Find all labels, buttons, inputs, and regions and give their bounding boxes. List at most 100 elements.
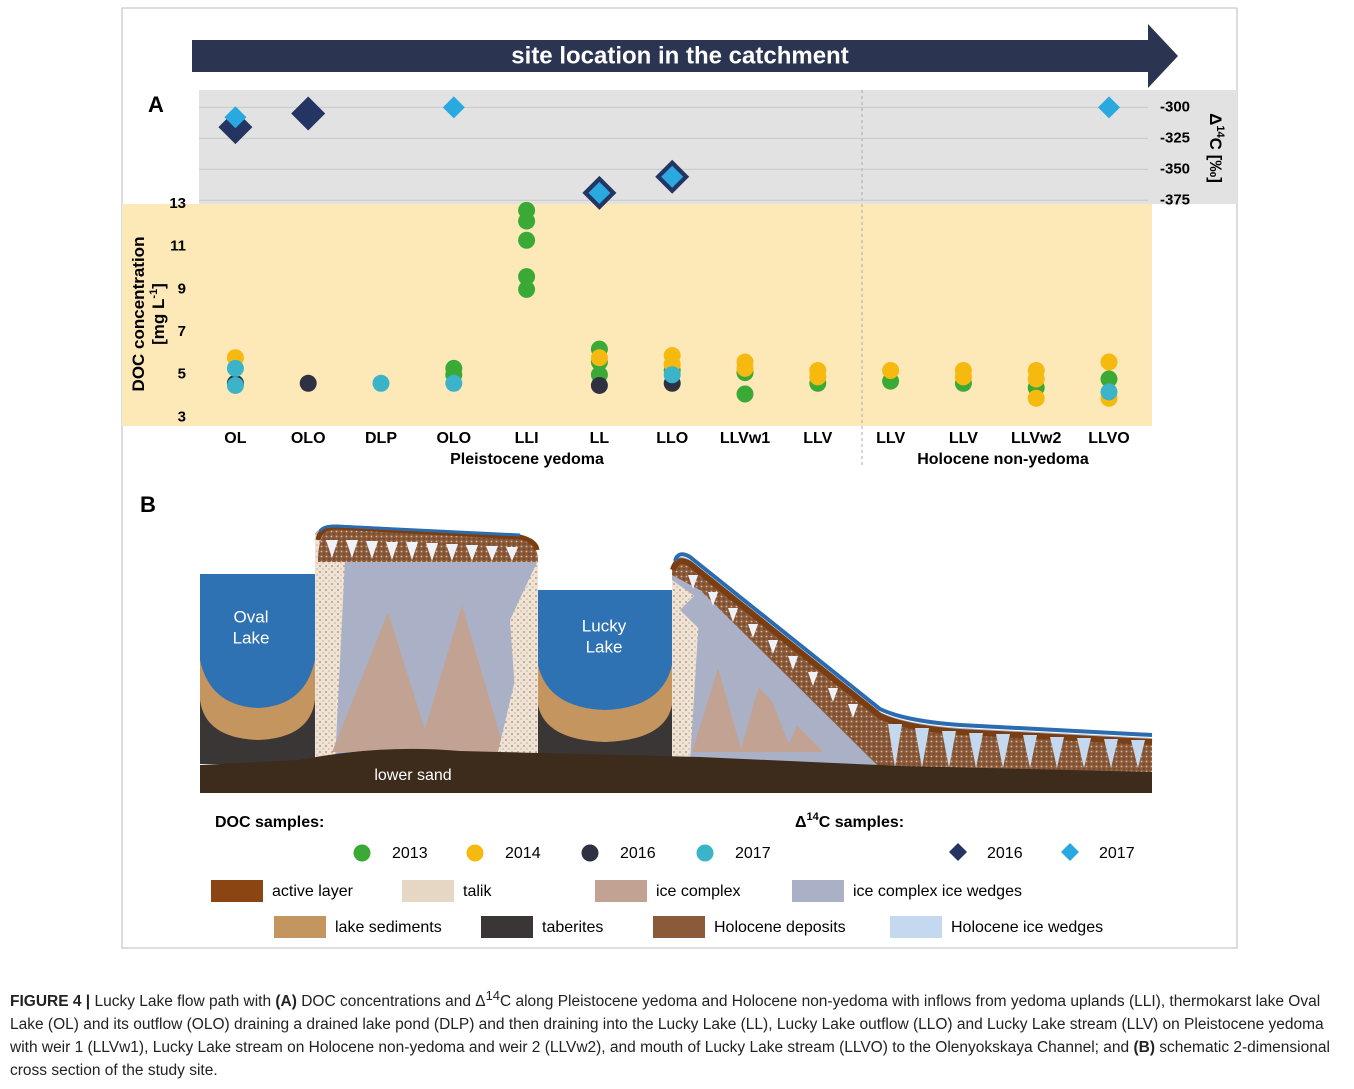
legend-swatch — [890, 916, 942, 938]
doc-point — [518, 212, 536, 230]
banner-text: site location in the catchment — [511, 42, 848, 69]
c14-point — [661, 165, 684, 188]
panel-label: A — [148, 92, 164, 117]
legend-swatch — [402, 880, 454, 902]
legend-swatch — [595, 880, 647, 902]
doc-point — [1100, 383, 1118, 401]
y-tick-label: 3 — [178, 408, 186, 425]
doc-point — [590, 376, 608, 394]
label-part: Δ — [795, 814, 807, 831]
caption-text: (B) — [1133, 1039, 1155, 1057]
legend-title: Δ14C samples: — [795, 811, 904, 831]
legend-label: 2016 — [987, 845, 1023, 862]
doc-point — [226, 359, 244, 377]
doc-point — [736, 359, 754, 377]
cross-section — [200, 524, 1153, 793]
x-tick-label: OLO — [436, 430, 471, 447]
caption-label: FIGURE 4 | — [10, 993, 91, 1011]
y2-tick-label: -350 — [1160, 160, 1190, 177]
c14-point — [442, 96, 465, 119]
lake-label: Lake — [233, 628, 270, 647]
y2-axis-label: Δ14C [‰] — [1206, 113, 1227, 183]
y-tick-label: 9 — [178, 280, 186, 297]
legend-label: 2017 — [1099, 845, 1135, 862]
x-tick-label: LLVw1 — [720, 430, 770, 447]
y2-tick-label: -375 — [1160, 191, 1190, 208]
label-part: ] — [149, 283, 168, 289]
figure: site location in the catchment A B DOC c… — [121, 7, 1238, 949]
legend-label: lake sediments — [335, 919, 442, 936]
c14-point — [588, 181, 611, 204]
c14-point — [224, 106, 247, 129]
caption-text: C along Pleistocene yedoma and Holocene … — [10, 993, 1324, 1057]
label-part: -1 — [148, 289, 160, 299]
legend-swatch — [481, 916, 533, 938]
doc-point — [1027, 370, 1045, 388]
label-part: C samples: — [819, 814, 904, 831]
doc-point — [809, 368, 827, 386]
x-tick-label: LLO — [656, 430, 688, 447]
caption-text: DOC concentrations and Δ — [296, 993, 486, 1011]
legend-label: 2014 — [505, 845, 541, 862]
doc-point — [590, 349, 608, 367]
y2-tick-label: -325 — [1160, 129, 1190, 146]
y2-tick-label: -300 — [1160, 98, 1190, 115]
legend-swatch — [792, 880, 844, 902]
legend-marker — [949, 843, 967, 861]
doc-point — [663, 366, 681, 384]
legend-swatch — [211, 880, 263, 902]
label-part: Δ — [1206, 113, 1225, 125]
doc-point — [372, 374, 390, 392]
caption-text: (A) — [275, 993, 297, 1011]
doc-point — [736, 385, 754, 403]
x-tick-label: LL — [590, 430, 610, 447]
figure-frame — [121, 7, 1238, 949]
legend-label: ice complex ice wedges — [853, 883, 1022, 900]
group-label: Pleistocene yedoma — [450, 451, 604, 468]
label-part: C [‰] — [1206, 138, 1225, 183]
lake-label: Oval — [234, 607, 269, 626]
banner-arrow — [192, 24, 1178, 88]
legend-label: talik — [463, 883, 492, 900]
group-label: Holocene non-yedoma — [917, 451, 1089, 468]
x-tick-label: LLV — [949, 430, 978, 447]
panel-label: B — [140, 492, 156, 517]
y-tick-label: 13 — [169, 195, 186, 212]
caption-text: Lucky Lake flow path with — [90, 993, 276, 1011]
y-axis-label: DOC concentration — [129, 237, 148, 392]
y-tick-label: 11 — [170, 238, 186, 255]
label-part: DOC concentration — [129, 237, 148, 392]
doc-point — [518, 280, 536, 298]
caption-text: schematic 2-dimensional cross section of… — [10, 1039, 1330, 1080]
doc-area — [122, 204, 1152, 426]
doc-point — [518, 268, 536, 286]
x-tick-label: OL — [224, 430, 246, 447]
doc-point — [445, 374, 463, 392]
y-axis-label: [mg L-1] — [148, 283, 169, 345]
x-tick-label: DLP — [365, 430, 397, 447]
doc-point — [882, 362, 900, 379]
doc-point — [226, 376, 244, 394]
legend-label: Holocene ice wedges — [951, 919, 1103, 936]
legend-swatch — [274, 916, 326, 938]
legend-label: taberites — [542, 919, 603, 936]
doc-point — [518, 231, 536, 249]
legend-marker — [466, 844, 484, 862]
doc-point — [299, 374, 317, 392]
legend-label: 2013 — [392, 845, 428, 862]
lake-label: Lucky — [582, 616, 627, 635]
x-tick-label: OLO — [291, 430, 326, 447]
label-part: [mg L — [149, 299, 168, 345]
caption: FIGURE 4 | Lucky Lake flow path with (A)… — [10, 984, 1345, 1082]
legend-label: 2016 — [620, 845, 656, 862]
legend-marker — [696, 844, 714, 862]
y-tick-label: 7 — [178, 323, 186, 340]
legend-label: 2017 — [735, 845, 771, 862]
legend-marker — [581, 844, 599, 862]
x-tick-label: LLV — [876, 430, 905, 447]
x-tick-label: LLI — [515, 430, 539, 447]
y-tick-label: 5 — [178, 366, 186, 383]
legend-label: ice complex — [656, 883, 740, 900]
label-part: 14 — [1214, 125, 1226, 138]
label-part: 14 — [807, 811, 820, 823]
